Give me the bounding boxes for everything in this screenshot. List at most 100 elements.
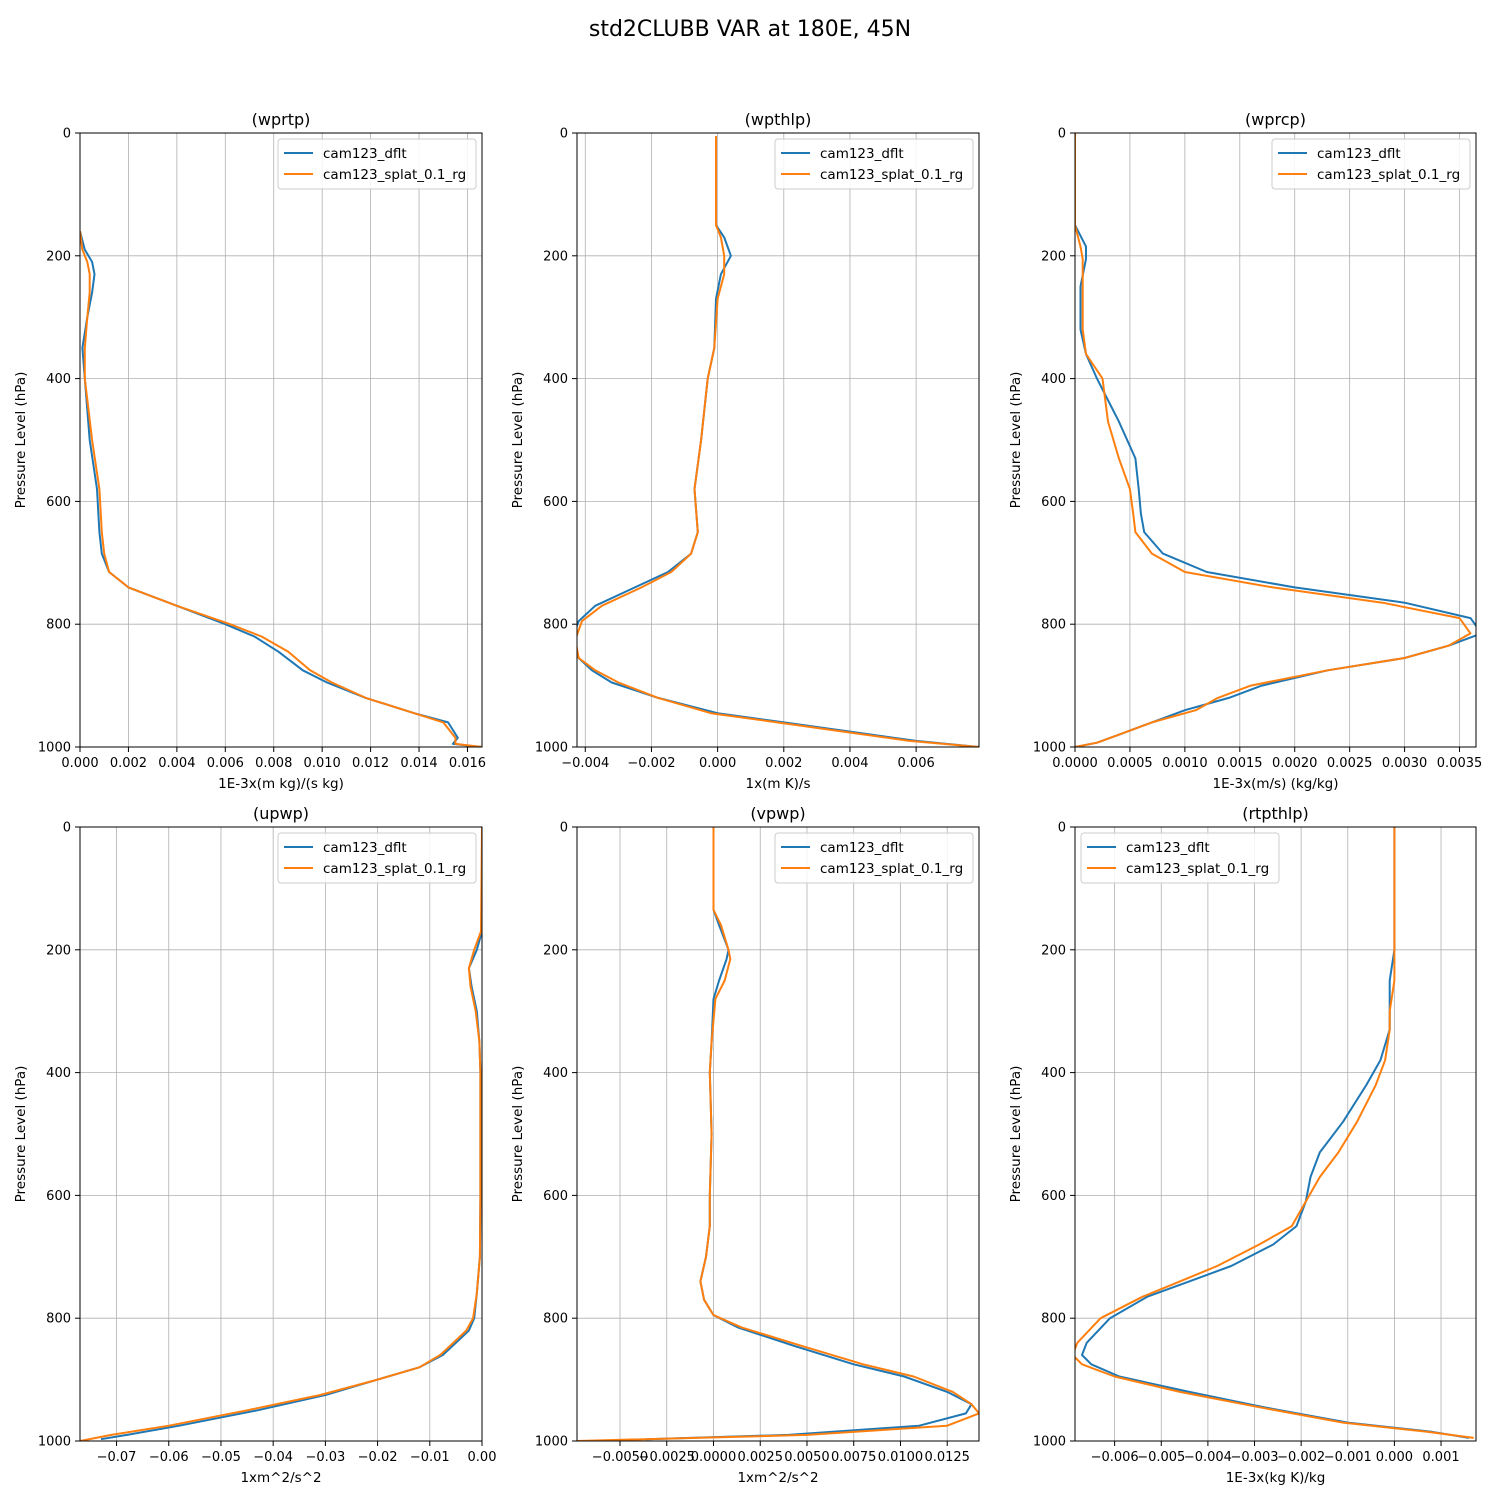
y-tick-label: 800	[543, 1312, 568, 1327]
x-tick-label: 0.000	[61, 756, 98, 771]
y-tick-label: 600	[46, 1189, 71, 1204]
y-tick-label: 600	[543, 1189, 568, 1204]
legend-box	[1271, 138, 1471, 190]
series-line-splat	[1075, 827, 1474, 1439]
y-tick-label: 200	[1041, 249, 1066, 264]
y-tick-label: 0	[560, 821, 568, 836]
x-tick-label: 0.0050	[784, 1450, 830, 1465]
x-tick-label: 0.006	[898, 756, 935, 771]
panel-title: (upwp)	[253, 804, 309, 823]
x-tick-label: 0.0035	[1437, 756, 1483, 771]
x-tick-label: −0.002	[1277, 1450, 1325, 1465]
y-axis-label: Pressure Level (hPa)	[1008, 372, 1024, 509]
x-tick-label: 0.002	[110, 756, 147, 771]
x-tick-label: 0.012	[352, 756, 389, 771]
panel-title: (rtpthlp)	[1242, 804, 1309, 823]
x-tick-label: −0.004	[561, 756, 609, 771]
panel-upwp: −0.07 −0.06 −0.05 −0.04 −0.03 −0.02 −0.01 0.00 0…	[13, 804, 496, 1486]
series-line-splat	[80, 231, 482, 747]
legend-label: cam123_dflt	[1317, 146, 1401, 162]
panel-title: (vpwp)	[750, 804, 805, 823]
y-tick-label: 400	[543, 372, 568, 387]
x-tick-label: −0.005	[1137, 1450, 1185, 1465]
y-tick-label: 600	[1041, 1189, 1066, 1204]
y-tick-label: 0	[63, 821, 71, 836]
panel-wprtp: 0.000 0.002 0.004 0.006 0.008 0.010 0.012 0.014…	[13, 110, 486, 792]
y-axis-label: Pressure Level (hPa)	[13, 372, 29, 509]
x-tick-label: −0.0025	[639, 1450, 695, 1465]
x-tick-label: −0.001	[1324, 1450, 1372, 1465]
y-tick-label: 400	[543, 1066, 568, 1081]
axes-frame	[1074, 826, 1477, 1442]
legend-box	[1080, 832, 1280, 884]
panel-wprcp: 0.0000 0.0005 0.0010 0.0015 0.0020 0.0025 0.00…	[1008, 110, 1482, 792]
axes-frame	[79, 826, 483, 1442]
y-tick-label: 800	[46, 1312, 71, 1327]
x-tick-label: 0.0000	[1052, 756, 1098, 771]
y-tick-label: 400	[1041, 372, 1066, 387]
y-tick-label: 1000	[535, 1435, 568, 1450]
x-tick-label: 0.00	[468, 1450, 497, 1465]
x-tick-label: 0.0025	[737, 1450, 783, 1465]
legend-box	[774, 832, 974, 884]
x-tick-label: −0.006	[1091, 1450, 1139, 1465]
legend-label: cam123_splat_0.1_rg	[820, 167, 963, 183]
y-axis-label: Pressure Level (hPa)	[510, 372, 526, 509]
legend: cam123_dflt cam123_splat_0.1_rg	[1271, 138, 1471, 190]
series-line-dflt	[577, 136, 979, 747]
panel-title: (wpthlp)	[745, 110, 812, 129]
y-tick-label: 0	[1058, 821, 1066, 836]
y-tick-label: 800	[1041, 1312, 1066, 1327]
x-tick-label: 0.000	[699, 756, 736, 771]
x-axis-label: 1E-3x(m kg)/(s kg)	[218, 776, 344, 792]
y-tick-label: 1000	[535, 741, 568, 756]
legend: cam123_dflt cam123_splat_0.1_rg	[1080, 832, 1280, 884]
x-tick-label: −0.01	[410, 1450, 450, 1465]
y-tick-label: 200	[46, 943, 71, 958]
legend-label: cam123_dflt	[820, 146, 904, 162]
x-tick-label: 0.0020	[1272, 756, 1318, 771]
legend-box	[774, 138, 974, 190]
x-tick-label: −0.004	[1184, 1450, 1232, 1465]
legend-label: cam123_dflt	[323, 840, 407, 856]
x-tick-label: 0.0005	[1107, 756, 1153, 771]
x-axis-label: 1x(m K)/s	[746, 776, 811, 792]
y-tick-label: 600	[1041, 495, 1066, 510]
x-tick-label: 0.016	[449, 756, 486, 771]
y-tick-label: 600	[543, 495, 568, 510]
x-axis-label: 1E-3x(m/s) (kg/kg)	[1213, 776, 1339, 792]
y-tick-label: 400	[1041, 1066, 1066, 1081]
y-axis-label: Pressure Level (hPa)	[510, 1066, 526, 1203]
x-axis-label: 1xm^2/s^2	[737, 1470, 818, 1486]
x-tick-label: −0.03	[305, 1450, 345, 1465]
x-tick-label: −0.0050	[592, 1450, 648, 1465]
legend: cam123_dflt cam123_splat_0.1_rg	[277, 138, 477, 190]
legend-label: cam123_splat_0.1_rg	[323, 167, 466, 183]
axes-frame	[576, 826, 980, 1442]
x-tick-label: 0.0075	[831, 1450, 877, 1465]
y-tick-label: 0	[560, 127, 568, 142]
legend: cam123_dflt cam123_splat_0.1_rg	[277, 832, 477, 884]
legend-box	[277, 832, 477, 884]
x-tick-label: 0.008	[255, 756, 292, 771]
x-tick-label: 0.0015	[1217, 756, 1263, 771]
x-axis-label: 1E-3x(kg K)/kg	[1226, 1470, 1326, 1486]
y-tick-label: 200	[46, 249, 71, 264]
x-axis-label: 1xm^2/s^2	[240, 1470, 321, 1486]
series-line-splat	[80, 827, 482, 1441]
x-tick-label: 0.004	[831, 756, 868, 771]
series-line-splat	[577, 136, 979, 747]
panel-title: (wprcp)	[1245, 110, 1306, 129]
x-tick-label: 0.0000	[691, 1450, 737, 1465]
legend-label: cam123_splat_0.1_rg	[323, 861, 466, 877]
y-tick-label: 800	[543, 618, 568, 633]
panel-wpthlp: −0.004 −0.002 0.000 0.002 0.004 0.006 0 200 400 6…	[510, 110, 980, 792]
y-tick-label: 400	[46, 1066, 71, 1081]
legend: cam123_dflt cam123_splat_0.1_rg	[774, 832, 974, 884]
figure-title: std2CLUBB VAR at 180E, 45N	[589, 17, 911, 42]
y-tick-label: 1000	[1033, 741, 1066, 756]
x-tick-label: −0.003	[1230, 1450, 1278, 1465]
x-tick-label: −0.05	[201, 1450, 241, 1465]
